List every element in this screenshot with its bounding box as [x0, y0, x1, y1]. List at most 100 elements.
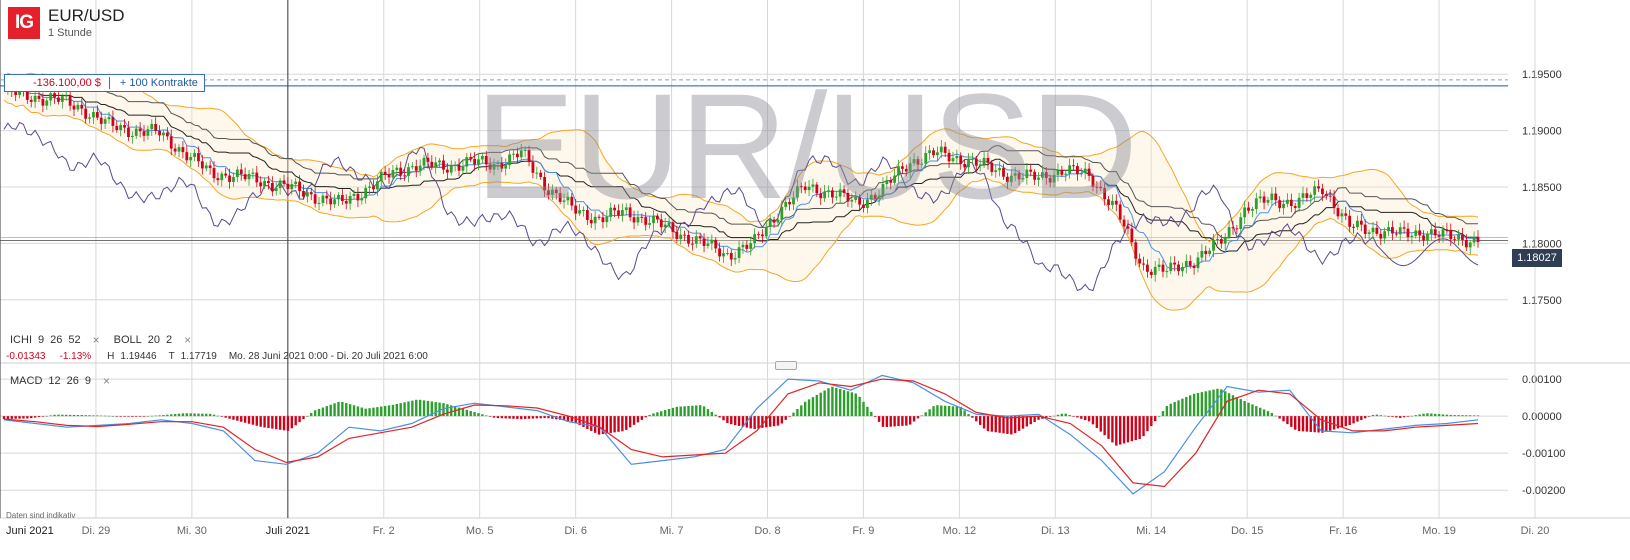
- candle-body: [477, 159, 480, 165]
- candle-body: [687, 234, 690, 244]
- candle-body: [955, 155, 959, 159]
- candle-body: [1426, 233, 1429, 241]
- macd-histogram-bar: [562, 416, 566, 421]
- symbol-title[interactable]: EUR/USD: [48, 6, 125, 25]
- macd-histogram-bar: [33, 416, 37, 418]
- candle-body: [830, 190, 834, 198]
- macd-histogram-bar: [1239, 399, 1242, 417]
- macd-histogram-bar: [220, 416, 223, 417]
- macd-histogram-bar: [1076, 416, 1079, 418]
- candle-body: [776, 219, 780, 223]
- macd-signal-line: [3, 378, 1479, 488]
- position-box[interactable]: -136.100,00 $ + 100 Kontrakte: [4, 74, 205, 92]
- candle-body: [383, 171, 387, 175]
- candle-body: [1157, 264, 1161, 267]
- candle-body: [815, 184, 819, 194]
- price-stats: -0.01343 -1.13% H 1.19446 T 1.17719 Mo. …: [6, 351, 428, 362]
- macd-histogram-bar: [1243, 401, 1246, 417]
- macd-histogram-bar: [450, 405, 453, 417]
- macd-histogram-bar: [1118, 416, 1122, 445]
- candle-body: [877, 195, 881, 200]
- macd-histogram-bar: [967, 414, 970, 417]
- macd-histogram-bar: [920, 415, 924, 417]
- candle-body: [290, 184, 294, 190]
- macd-histogram-bar: [901, 416, 904, 426]
- macd-histogram-bar: [1115, 416, 1118, 446]
- high-label: H: [107, 351, 115, 362]
- candle-body: [1192, 265, 1196, 268]
- candle-body: [531, 162, 535, 173]
- macd-histogram-bar: [1231, 395, 1235, 417]
- candle-body: [663, 224, 667, 228]
- time-tick-label: Mo. 12: [943, 525, 977, 537]
- candle-body: [1274, 193, 1278, 201]
- time-tick-label: Do. 15: [1231, 525, 1263, 537]
- candle-body: [1196, 257, 1200, 268]
- macd-p1: 12: [48, 375, 61, 387]
- candle-body: [523, 150, 527, 152]
- candle-body: [317, 202, 321, 204]
- macd-histogram-bar: [278, 416, 282, 430]
- candle-body: [1356, 220, 1359, 228]
- ichimoku-name[interactable]: ICHI: [10, 334, 32, 346]
- candle-body: [1340, 213, 1344, 217]
- macd-histogram-bar: [947, 406, 951, 417]
- candle-body: [189, 156, 193, 161]
- macd-histogram-bar: [18, 416, 21, 419]
- candle-body: [1348, 215, 1352, 227]
- candle-body: [916, 159, 920, 165]
- macd-histogram-bar: [1414, 415, 1417, 417]
- candle-body: [959, 155, 963, 164]
- candle-body: [932, 150, 935, 156]
- macd-histogram-bar: [123, 416, 126, 417]
- macd-histogram-bar: [1402, 416, 1406, 418]
- macd-histogram-bar: [823, 390, 826, 417]
- macd-histogram-bar: [1107, 416, 1110, 439]
- close-bollinger-icon[interactable]: ×: [184, 333, 192, 347]
- bollinger-name[interactable]: BOLL: [113, 334, 142, 346]
- candle-body: [570, 196, 574, 206]
- macd-histogram-bar: [162, 415, 165, 417]
- macd-histogram-bar: [613, 416, 616, 433]
- macd-histogram-bar: [1426, 413, 1429, 417]
- candle-body: [453, 164, 457, 166]
- time-tick-label: Mi. 7: [660, 525, 684, 537]
- candle-body: [1161, 264, 1165, 272]
- bollinger-p1: 20: [147, 334, 161, 346]
- disclaimer: Daten sind indikativ: [6, 511, 76, 520]
- macd-histogram-bar: [551, 416, 554, 419]
- macd-histogram-bar: [255, 416, 258, 426]
- candle-body: [963, 163, 967, 168]
- macd-histogram-bar: [640, 416, 644, 420]
- candle-body: [854, 197, 858, 200]
- macd-name[interactable]: MACD: [10, 375, 43, 387]
- candle-body: [589, 219, 593, 224]
- low-label: T: [168, 351, 175, 362]
- candle-body: [788, 201, 792, 205]
- macd-histogram-bar: [982, 416, 986, 429]
- candle-body: [1130, 228, 1134, 243]
- pane-resize-handle[interactable]: [775, 361, 797, 370]
- macd-histogram-bar: [142, 416, 146, 417]
- macd-histogram-bar: [1010, 416, 1013, 435]
- candle-body: [1138, 258, 1142, 264]
- interval-label[interactable]: 1 Stunde: [48, 27, 93, 39]
- candle-body: [936, 152, 939, 156]
- candle-body: [1177, 264, 1180, 272]
- close-macd-icon[interactable]: ×: [103, 374, 111, 388]
- candle-body: [1118, 204, 1122, 220]
- macd-histogram-bar: [1033, 416, 1036, 422]
- time-tick-label: Di. 20: [1521, 525, 1550, 537]
- macd-histogram-bar: [1091, 416, 1095, 425]
- close-ichimoku-icon[interactable]: ×: [92, 333, 100, 347]
- candle-body: [216, 178, 220, 181]
- candle-body: [1461, 234, 1464, 240]
- macd-histogram-bar: [885, 416, 889, 427]
- macd-histogram-bar: [1274, 415, 1277, 417]
- macd-histogram-bar: [45, 415, 48, 417]
- macd-tick-label: 0.00100: [1522, 374, 1562, 386]
- macd-histogram-bar: [1056, 414, 1060, 417]
- candle-body: [986, 157, 990, 163]
- candle-body: [197, 153, 200, 162]
